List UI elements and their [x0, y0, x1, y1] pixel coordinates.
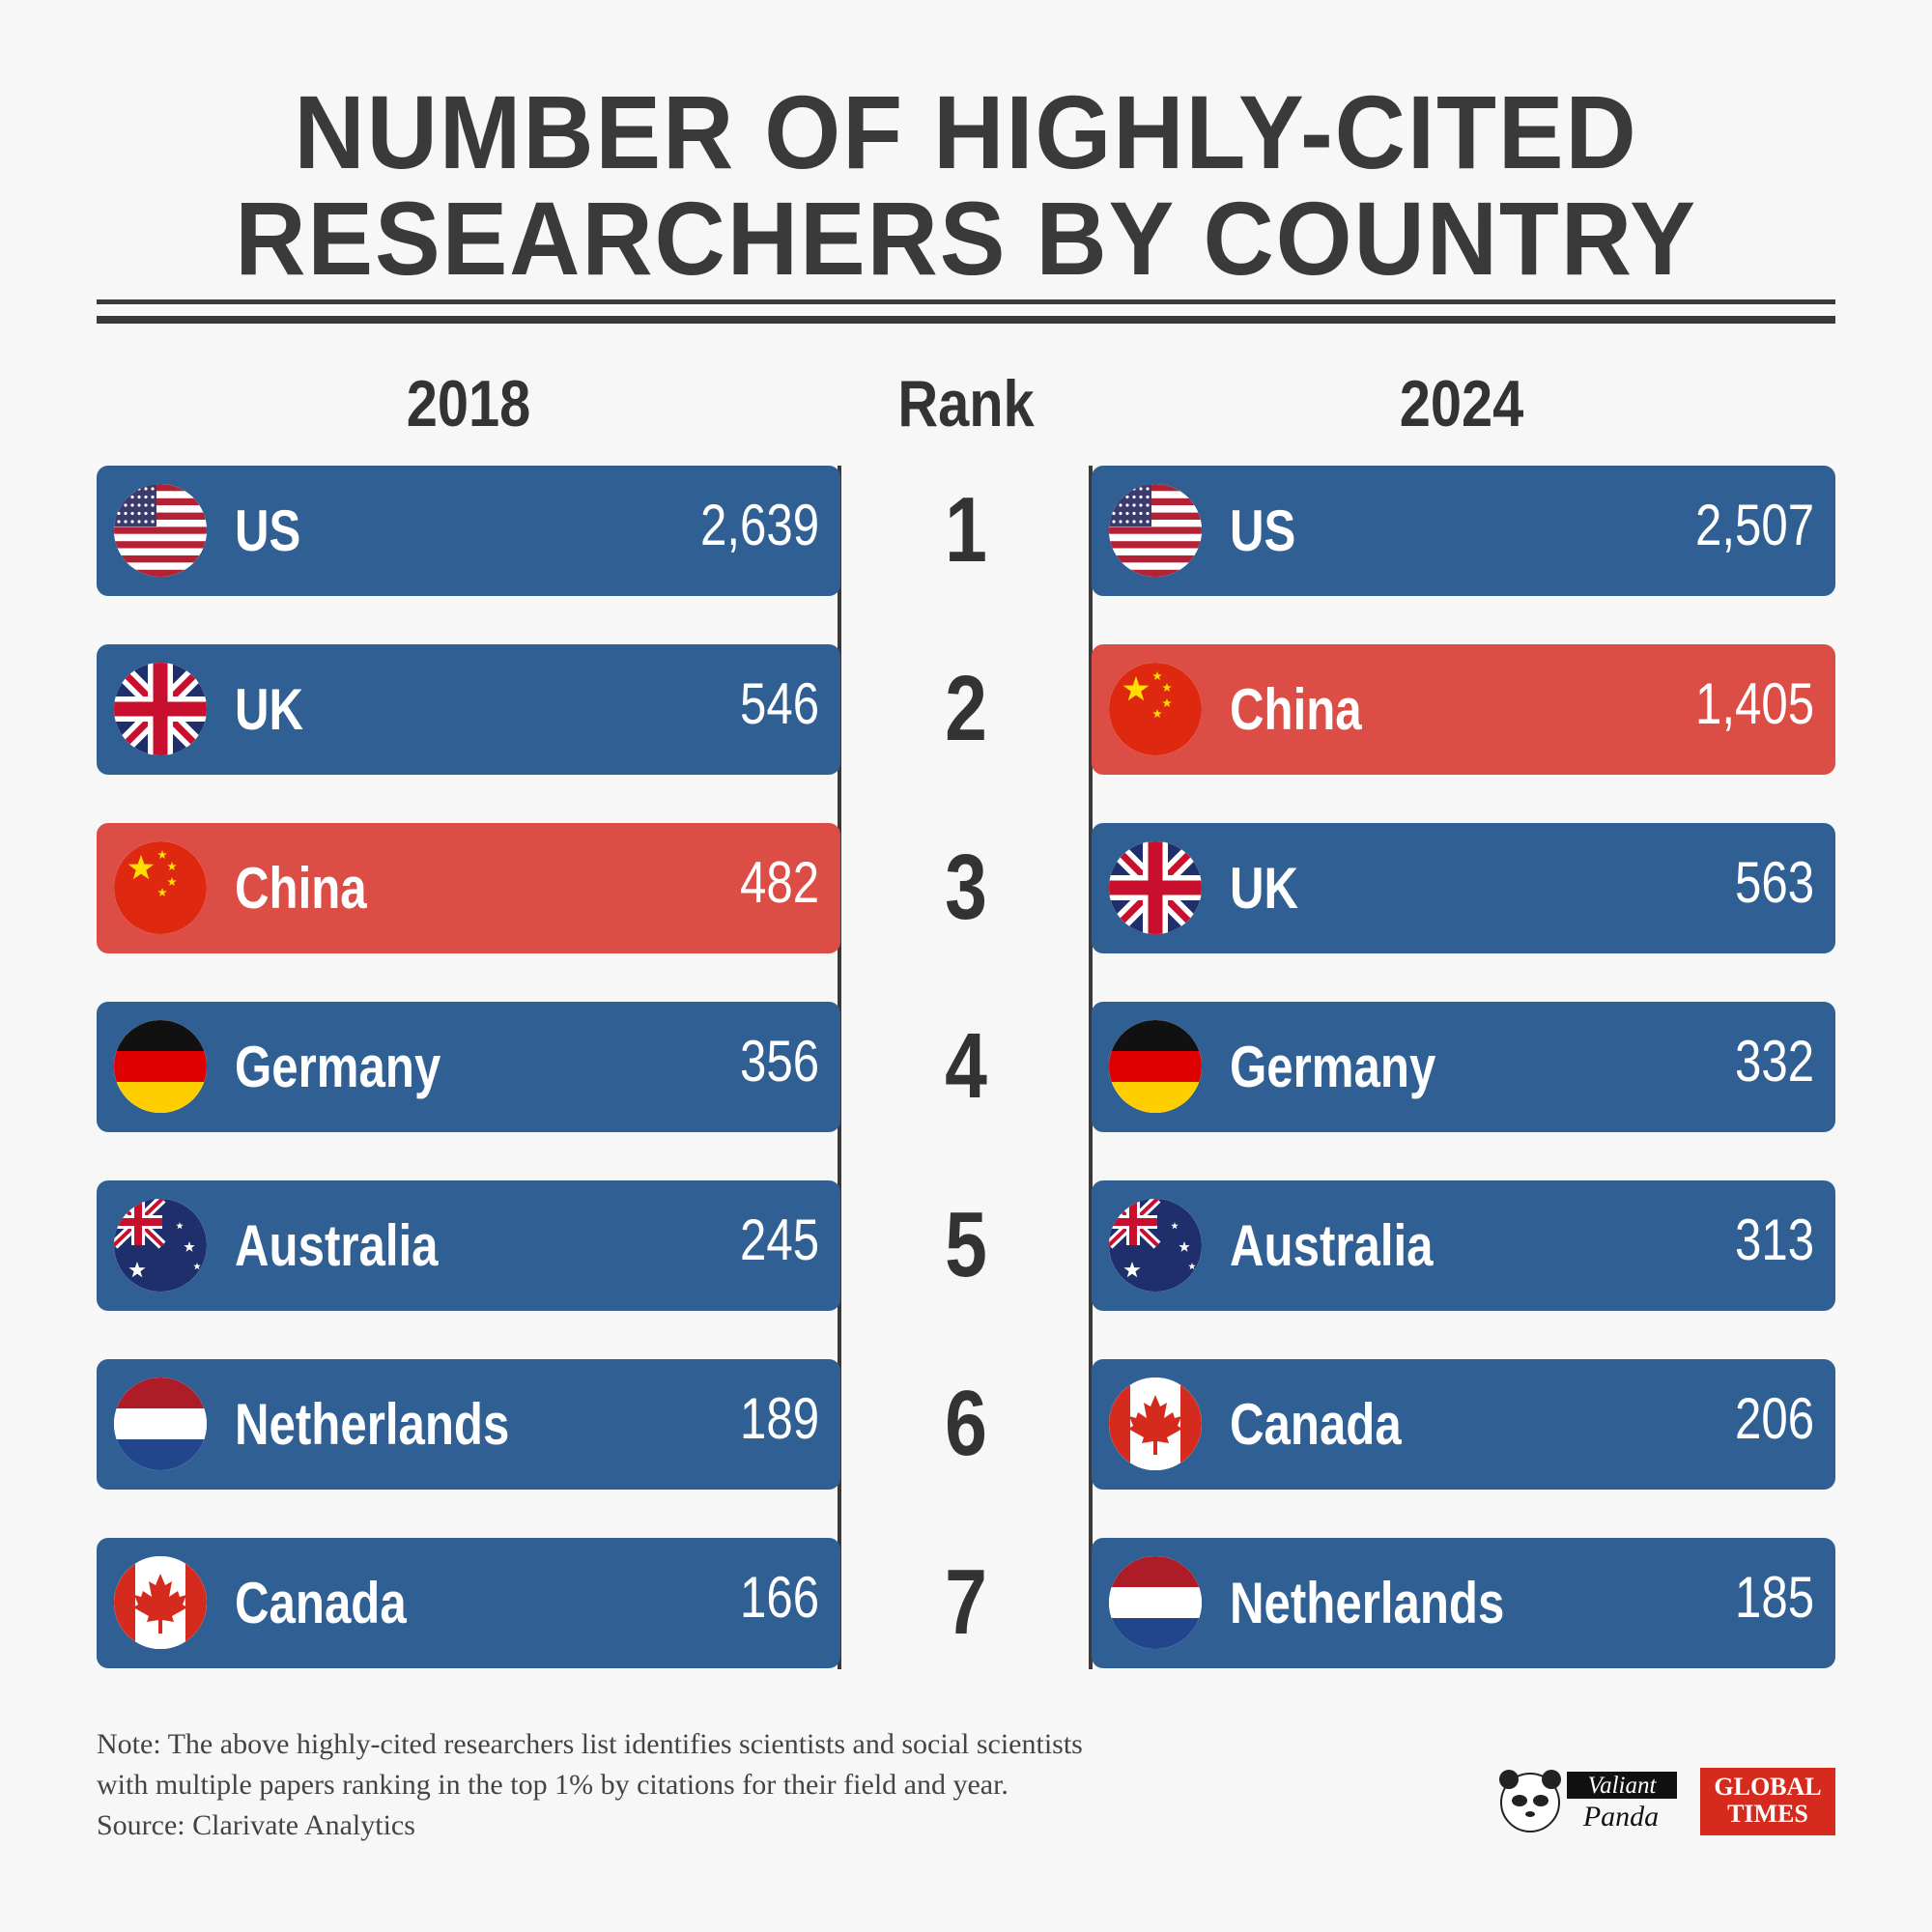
left-value-label: 356: [739, 1029, 819, 1094]
china-flag-icon: [1109, 663, 1202, 755]
header-rank: Rank: [897, 367, 1035, 440]
right-country-label: Canada: [1230, 1392, 1402, 1457]
left-bar-us: US 2,639: [97, 466, 840, 596]
right-bar-germany: Germany 332: [1092, 1002, 1835, 1132]
global-times-logo: GLOBAL TIMES: [1700, 1768, 1835, 1835]
left-value-label: 166: [739, 1565, 819, 1630]
right-value-label: 185: [1734, 1565, 1814, 1630]
left-value-label: 2,639: [699, 493, 819, 557]
header-2018: 2018: [406, 367, 531, 440]
china-flag-icon: [114, 841, 207, 934]
rank-number: 2: [945, 657, 987, 760]
canada-flag-icon: [1109, 1378, 1202, 1470]
rank-number: 4: [945, 1014, 987, 1118]
note-line-1: Note: The above highly-cited researchers…: [97, 1728, 1083, 1760]
left-country-label: China: [235, 856, 367, 921]
right-bar-australia: Australia 313: [1092, 1180, 1835, 1311]
us-flag-icon: [1109, 484, 1202, 577]
right-value-label: 1,405: [1694, 671, 1814, 736]
uk-flag-icon: [1109, 841, 1202, 934]
left-country-label: UK: [235, 677, 304, 742]
left-country-label: Germany: [235, 1035, 441, 1099]
left-country-label: Netherlands: [235, 1392, 510, 1457]
right-value-label: 332: [1734, 1029, 1814, 1094]
germany-flag-icon: [1109, 1020, 1202, 1113]
netherlands-flag-icon: [1109, 1556, 1202, 1649]
left-value-label: 546: [739, 671, 819, 736]
chart-title: NUMBER OF HIGHLY-CITED RESEARCHERS BY CO…: [58, 79, 1874, 292]
gt-logo-line-1: GLOBAL: [1714, 1773, 1821, 1801]
right-bar-uk: UK 563: [1092, 823, 1835, 953]
valiant-panda-logo: Valiant Panda: [1499, 1770, 1677, 1833]
right-country-label: US: [1230, 498, 1296, 563]
footnote: Note: The above highly-cited researchers…: [97, 1724, 1304, 1846]
header-2024: 2024: [1399, 367, 1524, 440]
rank-number: 5: [945, 1193, 987, 1296]
left-country-label: US: [235, 498, 301, 563]
left-bar-australia: Australia 245: [97, 1180, 840, 1311]
note-line-2: with multiple papers ranking in the top …: [97, 1769, 1009, 1801]
title-rule-thick: [97, 316, 1835, 324]
left-bar-china: China 482: [97, 823, 840, 953]
left-value-label: 482: [739, 850, 819, 915]
right-bar-canada: Canada 206: [1092, 1359, 1835, 1490]
right-value-label: 2,507: [1694, 493, 1814, 557]
australia-flag-icon: [1109, 1199, 1202, 1292]
right-bar-us: US 2,507: [1092, 466, 1835, 596]
germany-flag-icon: [114, 1020, 207, 1113]
netherlands-flag-icon: [114, 1378, 207, 1470]
rank-number: 1: [945, 478, 987, 582]
uk-flag-icon: [114, 663, 207, 755]
panda-logo-line-2: Panda: [1582, 1801, 1659, 1833]
right-country-label: Germany: [1230, 1035, 1436, 1099]
rank-number: 3: [945, 836, 987, 939]
right-country-label: China: [1230, 677, 1362, 742]
us-flag-icon: [114, 484, 207, 577]
title-rule-thin: [97, 299, 1835, 304]
left-bar-uk: UK 546: [97, 644, 840, 775]
divider-right: [1089, 466, 1093, 1669]
right-bar-netherlands: Netherlands 185: [1092, 1538, 1835, 1668]
australia-flag-icon: [114, 1199, 207, 1292]
right-value-label: 313: [1734, 1208, 1814, 1272]
left-bar-canada: Canada 166: [97, 1538, 840, 1668]
title-line-2: RESEARCHERS BY COUNTRY: [235, 180, 1697, 297]
right-bar-china: China 1,405: [1092, 644, 1835, 775]
right-value-label: 563: [1734, 850, 1814, 915]
right-country-label: UK: [1230, 856, 1299, 921]
rank-number: 6: [945, 1372, 987, 1475]
left-value-label: 245: [739, 1208, 819, 1272]
right-country-label: Australia: [1230, 1213, 1434, 1278]
right-country-label: Netherlands: [1230, 1571, 1505, 1635]
left-bar-netherlands: Netherlands 189: [97, 1359, 840, 1490]
left-country-label: Australia: [235, 1213, 439, 1278]
right-value-label: 206: [1734, 1386, 1814, 1451]
left-country-label: Canada: [235, 1571, 407, 1635]
panda-logo-line-1: Valiant: [1588, 1773, 1658, 1799]
gt-logo-line-2: TIMES: [1727, 1800, 1808, 1828]
title-line-1: NUMBER OF HIGHLY-CITED: [294, 73, 1638, 190]
left-value-label: 189: [739, 1386, 819, 1451]
canada-flag-icon: [114, 1556, 207, 1649]
left-bar-germany: Germany 356: [97, 1002, 840, 1132]
rank-number: 7: [945, 1550, 987, 1654]
note-source: Source: Clarivate Analytics: [97, 1809, 415, 1841]
